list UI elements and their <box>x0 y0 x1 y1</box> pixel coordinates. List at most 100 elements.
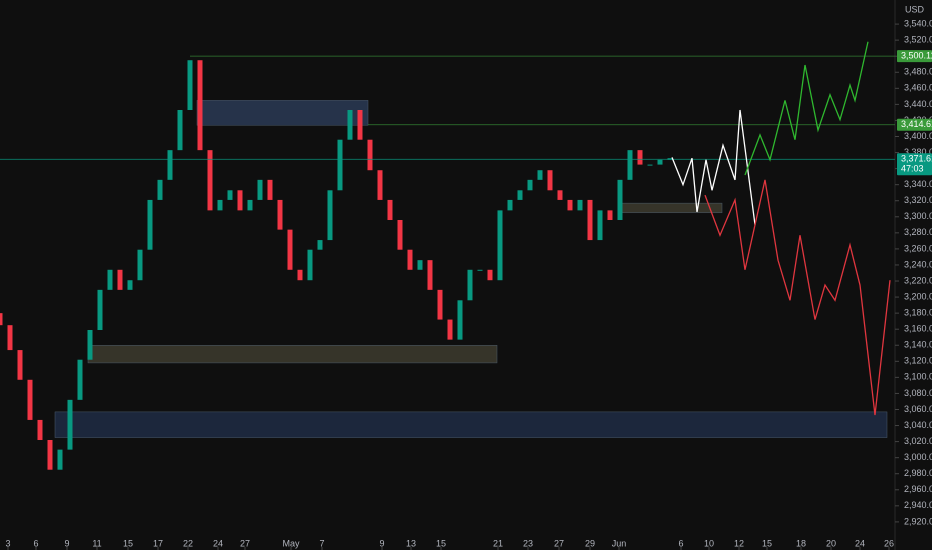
x-tick-label: 29 <box>585 538 595 548</box>
candle <box>47 440 53 470</box>
candle <box>597 210 603 241</box>
price-badge <box>897 153 932 176</box>
zone <box>87 345 498 364</box>
y-tick-label: 2,920.00 <box>904 516 932 526</box>
y-tick-label: 3,140.00 <box>904 340 932 350</box>
candle <box>37 419 43 440</box>
candle <box>377 170 383 200</box>
projection-line <box>671 109 756 225</box>
y-tick-label: 3,540.00 <box>904 18 932 28</box>
price-badge <box>897 50 932 63</box>
candle <box>387 199 393 220</box>
y-tick-label: 3,440.00 <box>904 99 932 109</box>
candle <box>247 199 253 211</box>
candle <box>97 289 103 330</box>
y-tick-label: 3,320.00 <box>904 195 932 205</box>
candle <box>347 110 353 140</box>
candle <box>527 179 533 191</box>
countdown-label: 47:03 <box>901 164 924 174</box>
candle <box>127 280 133 290</box>
y-tick-label: 3,000.00 <box>904 452 932 462</box>
candle <box>627 150 633 180</box>
y-tick-label: 3,180.00 <box>904 308 932 318</box>
zone <box>619 202 723 214</box>
zone <box>54 411 888 438</box>
candle <box>297 269 303 281</box>
candle <box>17 350 23 380</box>
candle <box>107 269 113 290</box>
y-tick-label: 2,940.00 <box>904 500 932 510</box>
candle <box>427 260 433 290</box>
candle <box>67 399 73 450</box>
y-tick-label: 3,300.00 <box>904 211 932 221</box>
candle <box>477 269 483 271</box>
candle <box>197 60 203 151</box>
candle <box>517 190 523 200</box>
candle <box>157 179 163 200</box>
projection-line <box>744 41 869 176</box>
x-tick-label: 27 <box>240 538 250 548</box>
y-tick-label: 3,340.00 <box>904 179 932 189</box>
x-tick-label: 9 <box>379 538 384 548</box>
candle <box>27 379 33 420</box>
candle <box>607 210 613 220</box>
x-tick-label: 12 <box>734 538 744 548</box>
candle <box>357 110 363 140</box>
y-tick-label: 2,960.00 <box>904 484 932 494</box>
candle <box>397 220 403 250</box>
y-tick-label: 3,200.00 <box>904 291 932 301</box>
y-tick-label: 3,060.00 <box>904 404 932 414</box>
y-tick-label: 3,480.00 <box>904 67 932 77</box>
projection-line <box>704 179 891 416</box>
candle <box>407 249 413 270</box>
x-tick-label: 15 <box>436 538 446 548</box>
candle <box>237 190 243 211</box>
candle <box>617 179 623 220</box>
y-tick-label: 3,380.00 <box>904 147 932 157</box>
candle <box>467 269 473 301</box>
candle <box>317 240 323 250</box>
x-tick-label: 6 <box>678 538 683 548</box>
x-tick-label: 24 <box>213 538 223 548</box>
candle <box>207 150 213 211</box>
y-tick-label: 3,100.00 <box>904 372 932 382</box>
y-tick-label: 2,980.00 <box>904 468 932 478</box>
candle <box>217 199 223 211</box>
x-tick-label: 10 <box>704 538 714 548</box>
x-tick-label: 21 <box>493 538 503 548</box>
y-tick-label: 3,260.00 <box>904 243 932 253</box>
candle <box>117 269 123 290</box>
candle <box>57 449 63 470</box>
candle <box>7 325 13 351</box>
candle <box>77 359 83 400</box>
currency-label: USD <box>905 4 925 14</box>
y-tick-label: 3,020.00 <box>904 436 932 446</box>
candle <box>137 249 143 281</box>
candle <box>147 199 153 250</box>
y-tick-label: 3,520.00 <box>904 35 932 45</box>
x-tick-label: 22 <box>183 538 193 548</box>
candle <box>547 170 553 191</box>
y-tick-label: 3,160.00 <box>904 324 932 334</box>
candle <box>187 60 193 110</box>
x-tick-label: 13 <box>406 538 416 548</box>
candle <box>87 330 93 360</box>
candle <box>507 199 513 211</box>
candle <box>277 199 283 230</box>
candle <box>637 150 643 165</box>
candle <box>457 300 463 340</box>
candle <box>337 139 343 191</box>
y-tick-label: 3,240.00 <box>904 259 932 269</box>
x-tick-label: 26 <box>884 538 894 548</box>
x-tick-label: 15 <box>762 538 772 548</box>
candle <box>657 159 663 165</box>
x-tick-label: 7 <box>319 538 324 548</box>
x-tick-label: 3 <box>5 538 10 548</box>
candle <box>447 319 453 340</box>
candle <box>267 179 273 200</box>
candle <box>327 190 333 241</box>
candle <box>287 229 293 270</box>
